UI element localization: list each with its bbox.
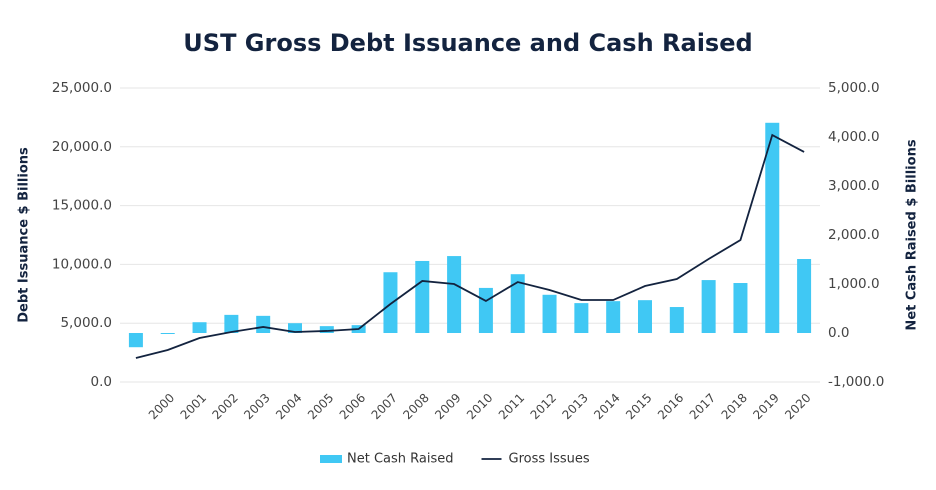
y2-tick-label: 4,000.0 <box>828 129 880 145</box>
bar <box>319 326 334 333</box>
x-tick-label: 2007 <box>369 391 400 422</box>
x-tick-label: 2015 <box>623 391 654 422</box>
x-tick-label: 2006 <box>337 391 368 422</box>
x-tick-label: 2003 <box>241 391 272 422</box>
bar <box>797 259 812 333</box>
x-tick-label: 2018 <box>719 391 750 422</box>
y2-tick-label: 5,000.0 <box>828 80 880 96</box>
x-tick-label: 2005 <box>305 391 336 422</box>
bar <box>542 294 557 333</box>
bar <box>574 303 589 333</box>
x-tick-label: 2019 <box>750 391 781 422</box>
x-tick-label: 2017 <box>687 391 718 422</box>
x-tick-label: 2001 <box>178 391 209 422</box>
y-axis-label: Debt Issuance $ Billions <box>17 147 32 323</box>
bar <box>510 274 525 333</box>
bar <box>160 333 175 334</box>
bar <box>383 272 398 333</box>
bar <box>765 122 780 333</box>
legend-label: Gross Issues <box>509 452 590 467</box>
y2-tick-label: 0.0 <box>828 325 849 341</box>
y-tick-label: 5,000.0 <box>60 315 112 331</box>
x-tick-label: 2002 <box>209 391 240 422</box>
line <box>135 133 805 359</box>
y2-tick-label: 3,000.0 <box>828 178 880 194</box>
x-tick-label: 2009 <box>432 391 463 422</box>
x-tick-label: 2016 <box>655 391 686 422</box>
y2-tick-label: -1,000.0 <box>828 374 884 390</box>
y-tick-label: 15,000.0 <box>52 198 112 214</box>
bar <box>638 300 652 333</box>
bar <box>415 260 430 333</box>
bar <box>288 323 302 333</box>
bar <box>192 322 207 333</box>
y2-tick-label: 1,000.0 <box>828 276 880 292</box>
y-tick-label: 25,000.0 <box>52 80 112 96</box>
bar <box>224 314 239 333</box>
bar <box>701 280 716 333</box>
x-tick-label: 2011 <box>496 391 527 422</box>
x-tick-label: 2020 <box>782 391 813 422</box>
bar <box>447 256 462 333</box>
x-tick-label: 2012 <box>528 391 559 422</box>
x-tick-label: 2004 <box>273 391 304 422</box>
x-tick-label: 2010 <box>464 391 495 422</box>
legend-label: Net Cash Raised <box>347 452 454 467</box>
y2-tick-label: 2,000.0 <box>828 227 880 243</box>
chart-title: UST Gross Debt Issuance and Cash Raised <box>183 29 752 57</box>
bar <box>733 283 748 333</box>
bar <box>256 315 271 333</box>
x-tick-label: 2000 <box>146 391 177 422</box>
y-tick-label: 0.0 <box>91 374 112 390</box>
x-tick-label: 2013 <box>559 391 590 422</box>
bar <box>478 287 493 333</box>
bar <box>669 307 684 333</box>
bar <box>606 301 621 333</box>
x-tick-label: 2014 <box>591 391 622 422</box>
y-tick-label: 20,000.0 <box>52 139 112 155</box>
y2-axis-label: Net Cash Raised $ Billions <box>905 139 920 330</box>
bar <box>128 333 143 348</box>
x-tick-label: 2008 <box>400 391 431 422</box>
y-tick-label: 10,000.0 <box>52 256 112 272</box>
legend-swatch <box>320 455 342 463</box>
